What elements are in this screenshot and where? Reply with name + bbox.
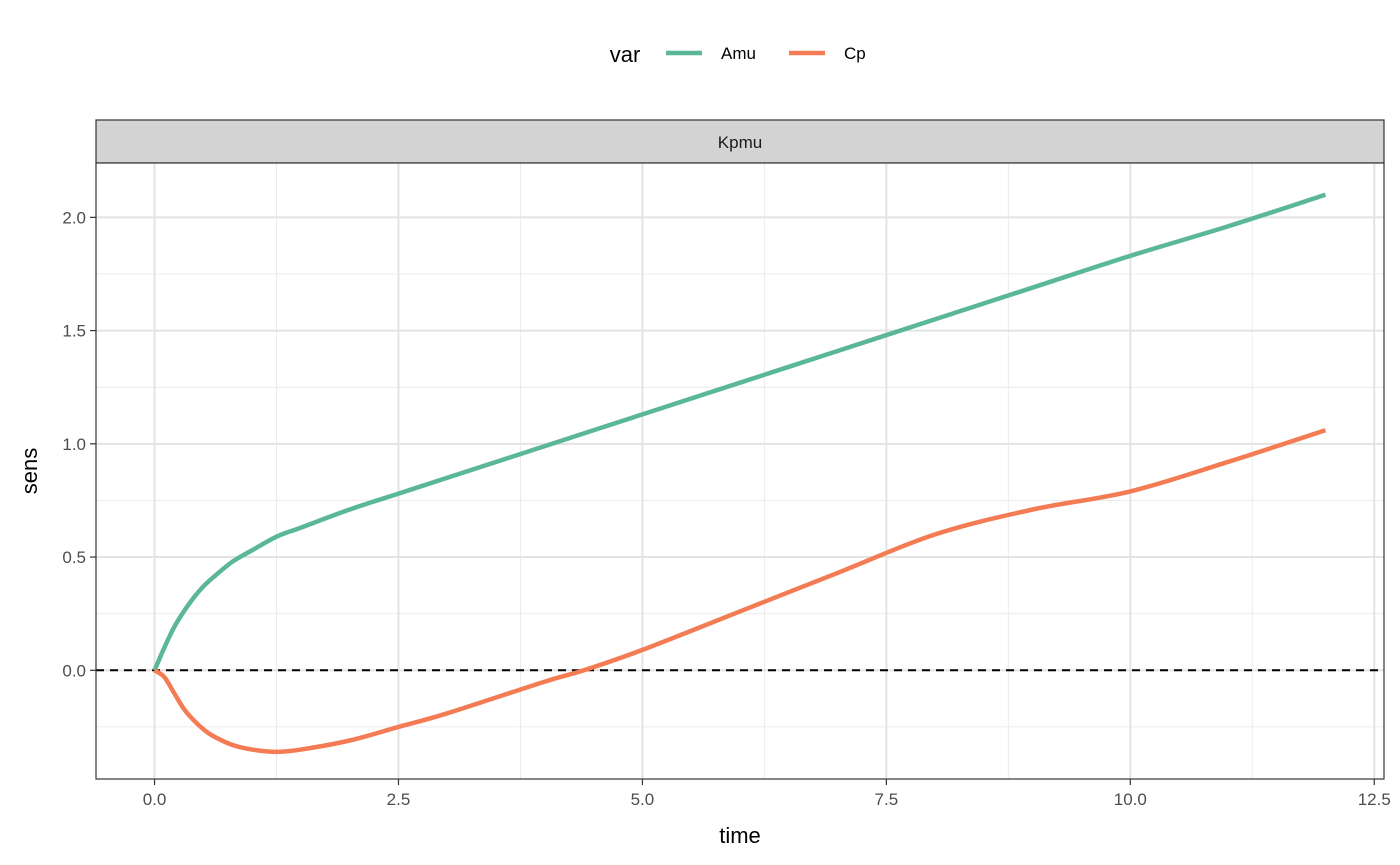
x-tick-label: 5.0 [631, 790, 655, 809]
x-tick-label: 10.0 [1114, 790, 1147, 809]
legend-label-amu: Amu [721, 44, 756, 63]
facet-strip: Kpmu [95, 119, 1385, 164]
x-tick-label: 12.5 [1358, 790, 1391, 809]
y-tick-label: 2.0 [62, 208, 86, 227]
panel-background [96, 163, 1384, 779]
x-tick-label: 0.0 [143, 790, 167, 809]
legend-title: var [610, 42, 641, 67]
plot-panel [95, 162, 1385, 780]
y-tick-label: 0.5 [62, 548, 86, 567]
axes: 0.0 2.5 5.0 7.5 10.0 12.5 0.0 0.5 1.0 1.5 2.0 tim… [17, 208, 1391, 848]
y-axis-title: sens [17, 448, 42, 494]
series-line-cp [153, 428, 1327, 755]
x-tick-label: 7.5 [875, 790, 899, 809]
facet-strip-label: Kpmu [718, 133, 762, 152]
legend: var Amu Cp [610, 42, 866, 67]
y-tick-label: 1.5 [62, 322, 86, 341]
x-axis-title: time [719, 823, 761, 848]
x-tick-label: 2.5 [387, 790, 411, 809]
legend-label-cp: Cp [844, 44, 866, 63]
facet-strip-background [95, 119, 1385, 164]
x-axis-ticks: 0.0 2.5 5.0 7.5 10.0 12.5 [143, 779, 1391, 809]
series-lines [152, 192, 1327, 755]
panel-border [95, 162, 1385, 780]
series-line-amu [152, 192, 1327, 672]
y-tick-label: 1.0 [62, 435, 86, 454]
y-tick-label: 0.0 [62, 661, 86, 680]
y-axis-ticks: 0.0 0.5 1.0 1.5 2.0 [62, 208, 96, 680]
